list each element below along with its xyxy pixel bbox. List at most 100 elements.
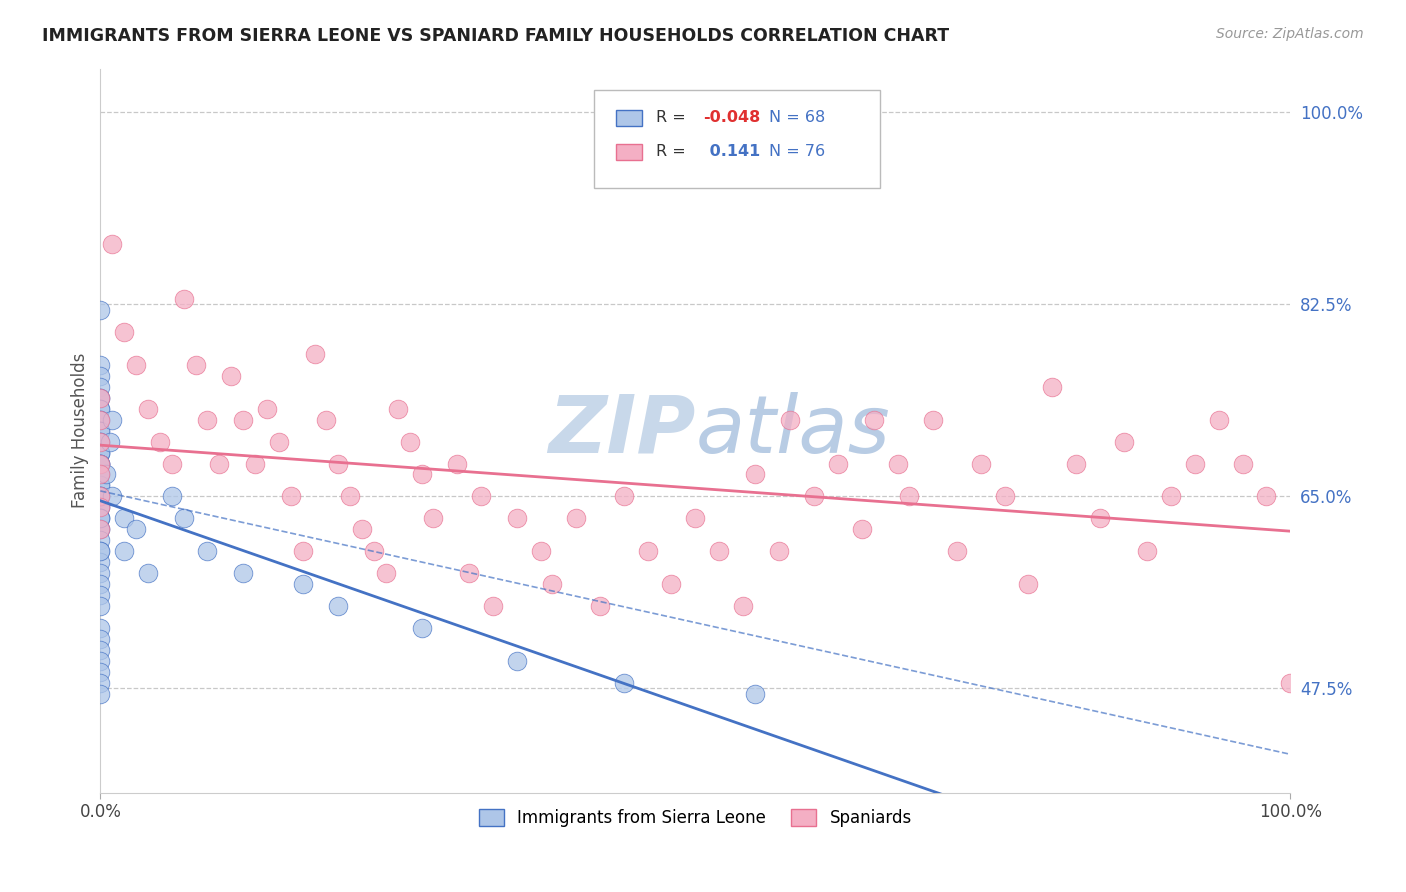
Y-axis label: Family Households: Family Households (72, 353, 89, 508)
Text: N = 76: N = 76 (769, 145, 825, 160)
Point (89, 676, 111, 690)
Point (232, 412, 254, 426)
Point (482, 599, 505, 614)
Point (291, 577, 314, 591)
Point (89, 522, 111, 536)
Point (89, 457, 111, 471)
Point (339, 490, 361, 504)
Point (112, 511, 135, 525)
Point (779, 412, 801, 426)
Point (458, 566, 481, 581)
Point (470, 490, 492, 504)
Point (101, 412, 124, 426)
Point (541, 577, 564, 591)
Text: R =: R = (657, 145, 690, 160)
Point (862, 412, 884, 426)
FancyBboxPatch shape (595, 90, 880, 188)
Point (768, 544, 790, 558)
Point (197, 544, 219, 558)
Point (89, 391, 111, 405)
Point (89, 445, 111, 459)
Point (112, 544, 135, 558)
Text: ZIP: ZIP (548, 392, 695, 469)
Point (184, 358, 207, 372)
Legend: Immigrants from Sierra Leone, Spaniards: Immigrants from Sierra Leone, Spaniards (471, 800, 920, 835)
Point (506, 654, 529, 668)
Point (89, 555, 111, 569)
Point (89, 412, 111, 426)
Point (89, 445, 111, 459)
Point (89, 445, 111, 459)
Point (256, 401, 278, 416)
Point (197, 412, 219, 426)
Point (89, 424, 111, 438)
Point (89, 490, 111, 504)
Point (89, 478, 111, 492)
FancyBboxPatch shape (616, 144, 641, 160)
Point (613, 490, 636, 504)
Point (89, 632, 111, 646)
Point (898, 490, 921, 504)
Point (89, 368, 111, 383)
Point (89, 434, 111, 449)
Point (613, 676, 636, 690)
Point (89, 599, 111, 614)
Point (89, 522, 111, 536)
Point (89, 391, 111, 405)
Point (89, 434, 111, 449)
Point (922, 412, 945, 426)
Point (98, 434, 121, 449)
Point (1064, 457, 1087, 471)
Point (112, 325, 135, 339)
Point (89, 478, 111, 492)
Point (1112, 434, 1135, 449)
Point (89, 544, 111, 558)
Point (89, 467, 111, 482)
Point (89, 401, 111, 416)
Point (89, 544, 111, 558)
Point (363, 544, 385, 558)
Point (304, 347, 326, 361)
Point (89, 457, 111, 471)
Point (1279, 676, 1302, 690)
Point (707, 544, 730, 558)
Point (208, 457, 231, 471)
Point (89, 467, 111, 482)
Point (328, 599, 350, 614)
Point (125, 522, 148, 536)
Point (101, 237, 124, 252)
Point (411, 621, 433, 635)
Text: Source: ZipAtlas.com: Source: ZipAtlas.com (1216, 27, 1364, 41)
Point (89, 401, 111, 416)
Point (89, 511, 111, 525)
Point (160, 457, 183, 471)
Point (89, 434, 111, 449)
Point (89, 643, 111, 657)
Point (374, 566, 396, 581)
Point (1232, 457, 1254, 471)
Point (89, 500, 111, 515)
Point (994, 490, 1017, 504)
Point (398, 434, 420, 449)
Point (1040, 380, 1063, 394)
Point (89, 687, 111, 701)
Point (411, 467, 433, 482)
Point (89, 358, 111, 372)
Point (1256, 490, 1278, 504)
Text: R =: R = (657, 111, 690, 125)
Point (827, 457, 849, 471)
Point (89, 654, 111, 668)
Point (744, 467, 766, 482)
Point (89, 566, 111, 581)
Point (422, 511, 444, 525)
Point (291, 544, 314, 558)
Point (89, 391, 111, 405)
Point (89, 380, 111, 394)
Point (89, 588, 111, 602)
FancyBboxPatch shape (616, 110, 641, 126)
Point (160, 490, 183, 504)
Point (267, 434, 290, 449)
Text: atlas: atlas (695, 392, 890, 469)
Point (89, 577, 111, 591)
Point (529, 544, 551, 558)
